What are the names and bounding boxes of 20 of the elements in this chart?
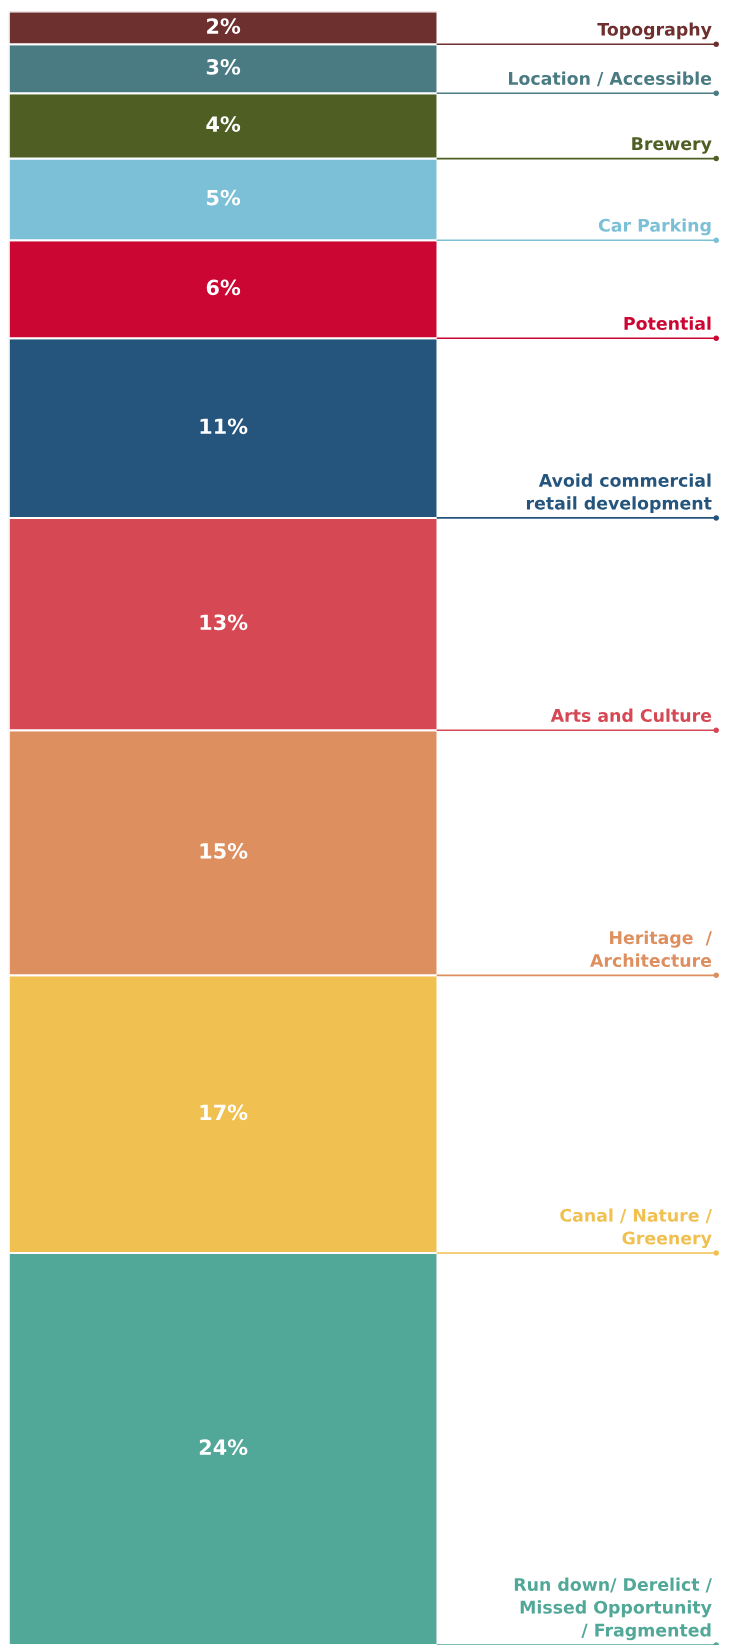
text: Arts and Culture <box>550 708 712 723</box>
text: Topography <box>597 22 712 40</box>
data-label: 5% <box>207 189 241 206</box>
data-label: 3% <box>206 59 241 75</box>
text: Location / Accessible <box>509 71 712 87</box>
data-label: 13% <box>200 614 248 631</box>
data-label: 24% <box>199 1439 248 1456</box>
data-label: 4% <box>206 116 241 132</box>
data-label: 2% <box>207 18 241 34</box>
text: Avoid commercial retail development <box>526 473 712 514</box>
data-label: 6% <box>206 279 241 296</box>
text: Brewery <box>632 137 712 154</box>
data-label: 17% <box>200 1104 248 1121</box>
text: Potential <box>624 316 711 330</box>
data-label: 11% <box>200 418 248 435</box>
text: Run down/ Derelict / Missed Opportunity / Fragmented <box>514 1577 712 1641</box>
data-label: 15% <box>200 843 248 859</box>
text: Heritage / Architecture <box>590 930 712 968</box>
text: Canal / Nature / Greenery <box>560 1208 712 1249</box>
text: Car Parking <box>598 218 711 236</box>
